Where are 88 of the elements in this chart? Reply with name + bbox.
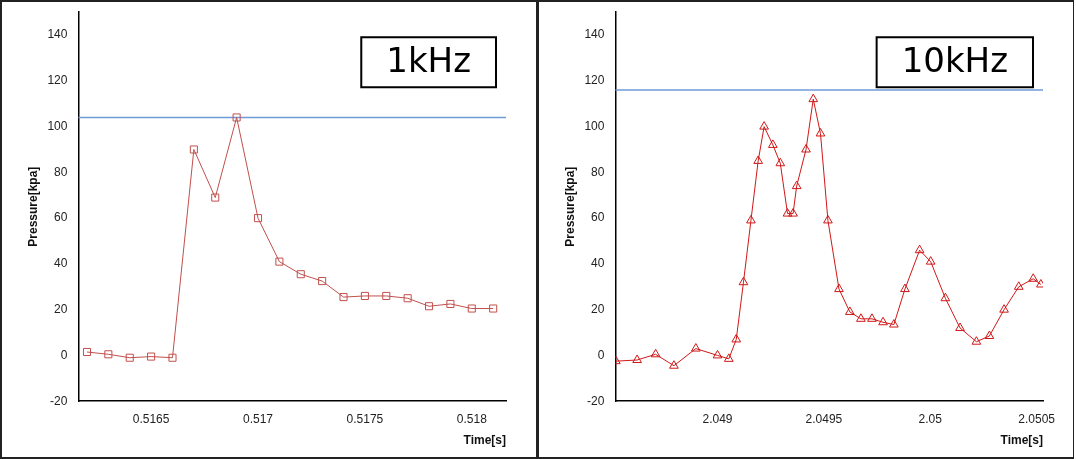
point	[914, 244, 925, 254]
point	[489, 304, 498, 313]
point	[775, 157, 786, 167]
y-tick-label: 60	[54, 210, 68, 225]
annotation: 10kHz	[901, 40, 1008, 81]
point	[318, 277, 327, 286]
point	[382, 291, 391, 300]
point	[867, 313, 877, 322]
point	[815, 127, 826, 137]
point	[900, 283, 910, 293]
point	[723, 353, 734, 362]
point	[691, 343, 701, 352]
point	[403, 294, 412, 303]
x-tick-label: 0.5165	[132, 411, 170, 426]
point	[712, 349, 723, 359]
point	[925, 256, 936, 265]
point	[650, 348, 661, 358]
x-tick-label: 0.5175	[346, 411, 384, 426]
point	[856, 313, 866, 322]
point	[759, 121, 769, 130]
point	[823, 214, 833, 224]
point	[801, 143, 811, 153]
point	[1028, 273, 1039, 282]
y-tick-label: 40	[591, 256, 605, 271]
point	[889, 319, 899, 328]
point	[275, 257, 284, 266]
point	[446, 299, 455, 308]
point	[189, 145, 198, 154]
y-axis-title: Pressure[kpa]	[562, 166, 577, 247]
point	[788, 208, 798, 217]
point	[360, 291, 369, 300]
point	[999, 304, 1009, 313]
y-tick-label: 40	[54, 256, 68, 271]
x-tick-label: 2.0505	[1018, 411, 1056, 426]
point	[425, 302, 434, 311]
x-tick-label: 0.518	[456, 411, 488, 426]
point	[753, 155, 763, 164]
point	[296, 270, 305, 279]
y-tick-label: 80	[54, 164, 68, 179]
point	[731, 333, 742, 343]
annotation: 1kHz	[386, 40, 471, 81]
y-tick-label: -20	[50, 393, 68, 408]
x-axis-title: Time[s]	[1000, 433, 1043, 448]
y-tick-label: 0	[60, 347, 68, 362]
point	[782, 208, 793, 217]
point	[746, 214, 756, 224]
point	[211, 193, 220, 202]
point	[791, 180, 802, 190]
point	[669, 360, 679, 369]
point	[232, 113, 241, 122]
point	[104, 350, 113, 359]
point	[768, 139, 778, 148]
point	[878, 316, 888, 326]
x-tick-label: 0.517	[242, 411, 274, 426]
point	[1013, 281, 1024, 290]
point	[168, 353, 177, 362]
x-axis-title: Time[s]	[463, 433, 506, 448]
y-tick-label: -20	[587, 393, 605, 408]
y-tick-label: 120	[47, 73, 68, 88]
point	[632, 354, 642, 364]
point	[845, 306, 855, 315]
point	[339, 293, 348, 302]
point	[125, 353, 134, 362]
point	[971, 336, 982, 345]
y-tick-label: 80	[591, 164, 605, 179]
point	[955, 322, 965, 331]
point	[147, 352, 156, 361]
y-tick-label: 20	[591, 301, 605, 316]
y-tick-label: 120	[584, 73, 605, 88]
x-tick-label: 2.05	[918, 411, 943, 426]
point	[82, 347, 92, 357]
y-tick-label: 140	[47, 27, 68, 42]
point	[834, 283, 844, 293]
point	[984, 330, 995, 339]
y-tick-label: 0	[597, 347, 605, 362]
x-tick-label: 2.049	[702, 411, 733, 426]
y-tick-label: 100	[47, 118, 68, 133]
y-tick-label: 140	[584, 27, 605, 42]
y-tick-label: 20	[54, 301, 68, 316]
point	[940, 292, 951, 302]
point	[808, 93, 819, 103]
x-tick-label: 2.0495	[805, 411, 843, 426]
point	[253, 214, 263, 223]
y-tick-label: 60	[591, 210, 605, 225]
point	[738, 276, 749, 286]
y-axis-title: Pressure[kpa]	[25, 166, 40, 247]
y-tick-label: 100	[584, 118, 605, 133]
point	[467, 304, 476, 313]
